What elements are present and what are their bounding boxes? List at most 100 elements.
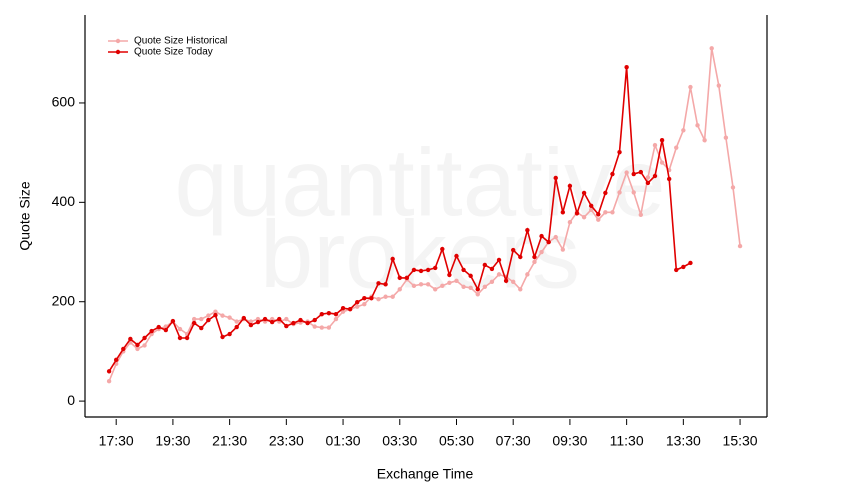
point [482,262,488,268]
point [688,260,693,266]
point [156,324,161,330]
point [737,243,743,249]
x-tick-label: 11:30 [610,433,644,449]
point [142,335,147,341]
x-tick-label: 21:30 [212,433,247,449]
point [518,287,523,292]
x-tick-label: 09:30 [552,433,587,449]
point [440,246,445,252]
point [496,257,502,263]
point [383,282,388,287]
point [553,175,558,181]
point [220,313,225,318]
x-tick-label: 03:30 [382,433,417,449]
point [652,142,658,148]
point [688,84,693,90]
point [631,190,636,195]
point [638,169,644,175]
point [106,379,112,384]
point [603,190,608,196]
point [191,320,197,326]
point [510,279,516,285]
point [581,215,587,220]
point [454,278,459,284]
point [390,294,395,299]
point [163,327,169,333]
point [269,319,275,325]
point [355,300,360,305]
point [645,180,651,186]
point [234,324,239,330]
point [468,273,473,279]
point [248,322,254,328]
point [489,266,495,272]
point [666,176,672,182]
point [610,171,615,177]
point [376,281,381,286]
point [298,317,303,323]
point [227,331,232,337]
point [631,171,636,177]
point [716,83,721,88]
point [603,210,608,215]
legend-marker [115,49,121,55]
point [532,259,537,265]
point [340,305,346,311]
point [468,285,473,291]
point [709,46,714,51]
point [199,325,204,331]
point [518,254,523,260]
point [362,296,367,301]
point [312,317,317,323]
point [489,279,495,285]
point [454,253,459,259]
point [702,138,707,143]
point [383,294,388,299]
y-tick-label: 600 [52,94,76,110]
x-tick-label: 07:30 [496,433,531,449]
point [312,324,317,329]
point [227,315,232,320]
point [674,267,679,273]
point [177,326,183,332]
point [177,335,183,341]
point [425,282,431,287]
point [510,247,516,253]
point [121,346,126,352]
point [376,297,381,302]
point [588,207,594,212]
point [106,369,112,374]
point [574,211,580,216]
legend-label: Quote Size Historical [134,36,227,47]
point [546,239,551,245]
point [397,287,402,292]
point [390,256,395,262]
x-tick-label: 01:30 [326,433,361,449]
point [525,272,530,277]
point [645,175,651,180]
x-tick-label: 05:30 [439,433,474,449]
point [553,234,558,240]
point [319,311,324,317]
y-tick-label: 0 [67,392,75,408]
point [723,135,729,140]
x-tick-label: 23:30 [269,433,304,449]
point [369,296,374,301]
point [475,292,480,297]
point [581,190,587,196]
point [461,284,466,290]
point [319,325,324,330]
point [206,313,211,318]
point [404,275,410,281]
x-tick-label: 17:30 [99,433,134,449]
point [170,318,176,324]
point [610,210,615,215]
point [284,323,289,329]
point [681,264,686,270]
point [440,283,445,289]
axis-frame [84,15,768,418]
point [496,272,502,277]
point [113,357,119,363]
point [617,190,622,195]
